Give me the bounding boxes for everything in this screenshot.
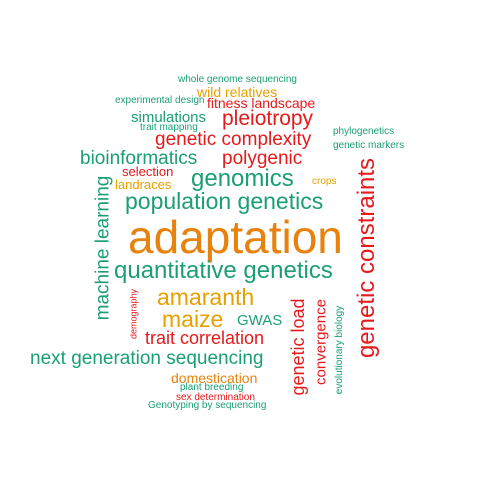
word-landraces: landraces [115, 177, 172, 192]
word-sex-determination: sex determination [176, 392, 255, 403]
word-genetic-load: genetic load [288, 298, 308, 396]
word-quantitative-genetics: quantitative genetics [114, 257, 333, 284]
word-selection: selection [122, 164, 174, 179]
word-plant-breeding: plant breeding [180, 382, 244, 393]
word-evolutionary-biology: evolutionary biology [334, 305, 345, 395]
word-experimental-design: experimental design [115, 95, 205, 106]
word-genetic-constraints: genetic constraints [353, 157, 380, 359]
word-pleiotropy: pleiotropy [222, 107, 314, 130]
word-adaptation: adaptation [128, 211, 343, 263]
word-demography: demography [128, 288, 139, 340]
word-genetic-complexity: genetic complexity [155, 129, 312, 150]
word-polygenic: polygenic [222, 148, 303, 169]
word-trait-mapping: trait mapping [140, 122, 198, 133]
word-phylogenetics: phylogenetics [333, 126, 395, 137]
word-wild-relatives: wild relatives [197, 84, 278, 100]
word-machine-learning: machine learning [92, 175, 114, 321]
word-next-generation-sequencing: next generation sequencing [30, 348, 264, 369]
word-crops: crops [312, 176, 337, 187]
word-gwas: GWAS [237, 312, 283, 329]
word-convergence: convergence [312, 299, 330, 385]
word-simulations: simulations [131, 109, 207, 126]
word-whole-genome-sequencing: whole genome sequencing [178, 74, 297, 85]
word-bioinformatics: bioinformatics [80, 148, 198, 169]
word-genetic-markers: genetic markers [333, 140, 405, 151]
word-genomics: genomics [191, 165, 294, 192]
word-fitness-landscape: fitness landscape [207, 95, 316, 111]
word-genotyping-by-sequencing: Genotyping by sequencing [148, 400, 267, 411]
word-amaranth: amaranth [157, 284, 255, 310]
word-maize: maize [162, 306, 224, 332]
word-trait-correlation: trait correlation [145, 328, 265, 348]
word-population-genetics: population genetics [125, 188, 324, 214]
word-domestication: domestication [171, 370, 258, 386]
